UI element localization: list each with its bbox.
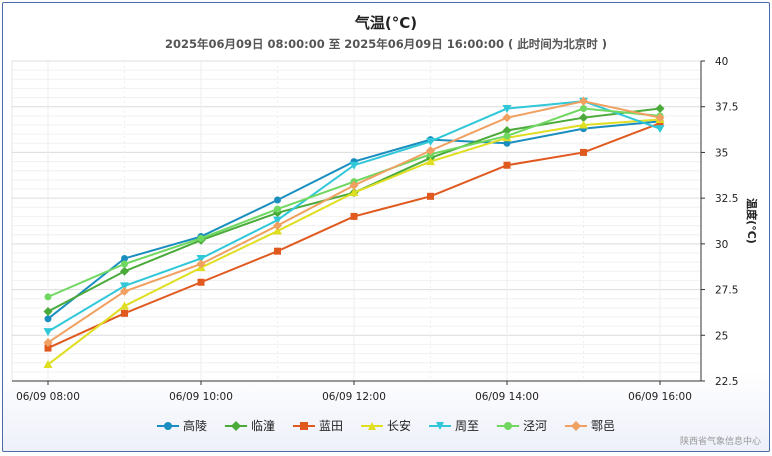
data-point-series-5 [43,328,53,337]
y-tick-label: 32.5 [715,193,738,205]
data-point-series-6 [503,132,511,140]
x-tick-label: 06/09 12:00 [322,391,386,403]
data-point-series-1 [503,139,511,147]
legend-swatch [360,421,383,430]
data-point-series-4 [120,301,129,310]
y-tick-label: 30 [715,239,728,251]
chart-legend: 高陵 临潼 蓝田 长安 周至 泾河 鄠邑 [3,417,769,434]
data-point-series-3 [44,344,52,352]
y-tick-label: 27.5 [715,285,738,297]
data-point-series-5 [196,254,206,263]
data-point-series-6 [580,105,587,113]
data-point-series-4 [349,188,359,197]
legend-item-4[interactable]: 长安 [360,417,411,434]
legend-swatch [429,421,451,430]
legend-label: 周至 [455,419,480,433]
data-point-series-2 [43,307,53,317]
data-point-series-4 [273,226,282,235]
legend-item-2[interactable]: 临潼 [224,417,275,434]
data-point-series-2 [502,125,512,135]
data-point-series-7 [655,113,665,123]
chart-subtitle: 2025年06月09日 08:00:00 至 2025年06月09日 16:00… [165,37,607,51]
data-point-series-5 [655,125,665,134]
data-point-series-4 [579,120,588,129]
legend-swatch [224,420,247,431]
y-tick-label: 22.5 [715,376,738,388]
data-point-series-4 [426,157,435,166]
data-point-series-5 [349,161,359,170]
data-point-series-7 [43,338,53,348]
data-point-series-3 [274,247,281,255]
data-point-series-1 [121,254,128,262]
data-point-series-5 [273,216,282,225]
legend-label: 泾河 [523,419,548,433]
data-point-series-3 [197,278,205,286]
data-point-series-1 [44,315,52,323]
data-point-series-6 [197,234,205,242]
data-point-series-7 [273,221,282,231]
data-point-series-6 [274,205,281,213]
legend-label: 临潼 [250,419,275,433]
data-point-series-2 [655,104,665,114]
data-point-series-3 [427,192,434,200]
data-point-series-3 [503,161,511,169]
chart-title: 气温(°C) [354,14,418,32]
legend-item-7[interactable]: 鄠邑 [565,417,615,434]
data-point-series-5 [120,282,129,291]
data-point-series-5 [426,137,435,146]
legend-label: 长安 [386,419,411,433]
y-tick-label: 40 [715,56,728,68]
legend-swatch [292,421,315,430]
legend-item-6[interactable]: 泾河 [497,417,547,434]
x-tick-label: 06/09 16:00 [628,391,692,403]
data-point-series-3 [580,148,587,156]
data-point-series-4 [43,360,53,369]
data-point-series-7 [349,180,359,190]
data-point-series-7 [579,96,588,106]
legend-swatch [156,421,179,430]
data-point-series-7 [426,146,435,156]
data-point-series-7 [120,286,129,296]
y-tick-label: 35 [715,147,728,159]
data-point-series-2 [579,113,588,123]
data-point-series-3 [121,309,128,317]
y-tick-label: 25 [715,330,728,342]
data-point-series-6 [121,260,128,268]
legend-item-5[interactable]: 周至 [429,417,479,434]
line-chart: 22.5 25 27.5 30 32.5 35 37.5 40 温度(°C) 06/09 08:0… [11,56,759,403]
data-point-series-7 [196,259,206,269]
data-point-series-1 [274,196,281,204]
legend-label: 蓝田 [318,419,343,433]
data-point-series-2 [120,266,129,276]
y-axis-label: 温度(°C) [745,198,759,244]
legend-label: 高陵 [182,419,207,433]
data-point-series-3 [350,212,358,220]
data-point-series-7 [502,113,512,123]
legend-item-1[interactable]: 高陵 [156,417,207,434]
data-point-series-6 [44,293,52,301]
legend-item-3[interactable]: 蓝田 [292,417,343,434]
y-tick-label: 37.5 [715,102,738,114]
x-tick-label: 06/09 10:00 [169,391,233,403]
x-tick-label: 06/09 14:00 [475,391,539,403]
legend-swatch [497,421,520,430]
legend-swatch [565,420,588,431]
chart-credit: 陕西省气象信息中心 [679,437,761,447]
data-point-series-5 [502,105,512,114]
x-tick-label: 06/09 08:00 [16,391,80,403]
data-point-series-3 [656,119,664,127]
legend-label: 鄠邑 [591,419,616,433]
